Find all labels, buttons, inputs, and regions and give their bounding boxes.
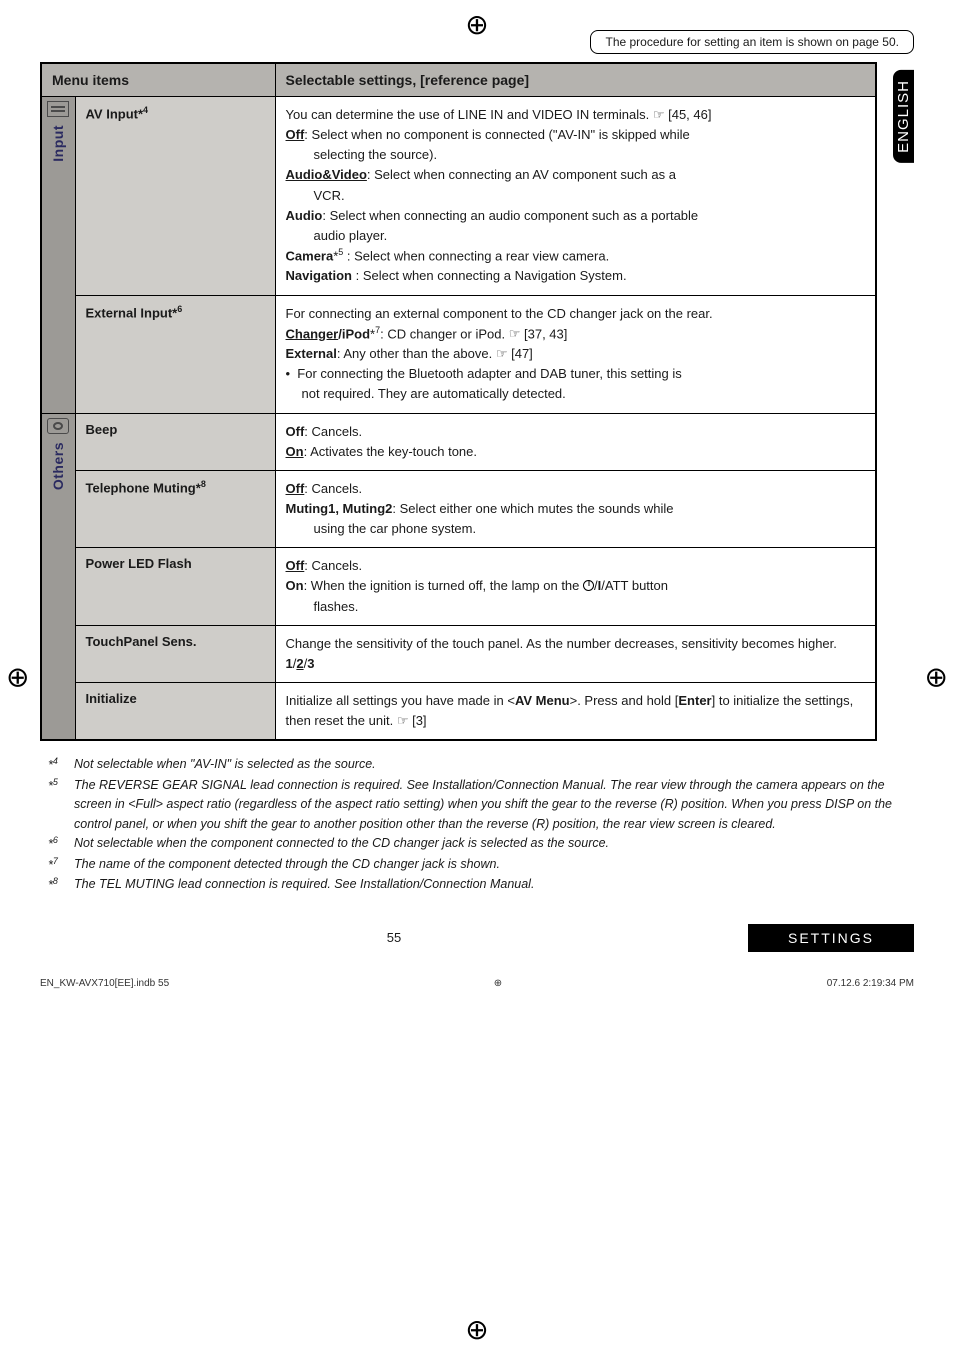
meta-left: EN_KW-AVX710[EE].indb 55 [40, 978, 169, 989]
settings-desc: Initialize all settings you have made in… [275, 683, 876, 741]
table-row: Input AV Input*4You can determine the use… [41, 97, 876, 296]
registration-mark-right: ⊕ [925, 661, 948, 694]
header-settings: Selectable settings, [reference page] [275, 63, 876, 97]
group-label: Input [50, 125, 66, 162]
settings-desc: Off: Cancels.Muting1, Muting2: Select ei… [275, 470, 876, 547]
registration-mark-bottom: ⊕ [465, 1313, 488, 1346]
table-row: TouchPanel Sens.Change the sensitivity o… [41, 625, 876, 682]
menu-item: Initialize [75, 683, 275, 741]
table-row: Telephone Muting*8Off: Cancels.Muting1, … [41, 470, 876, 547]
registration-mark-left: ⊕ [6, 661, 29, 694]
footnote: *5The REVERSE GEAR SIGNAL lead connectio… [48, 776, 914, 834]
meta-center: ⊕ [494, 978, 502, 989]
settings-desc: Off: Cancels.On: Activates the key-touch… [275, 413, 876, 470]
print-meta: EN_KW-AVX710[EE].indb 55 ⊕ 07.12.6 2:19:… [40, 978, 914, 989]
page-number: 55 [40, 930, 748, 945]
registration-mark-top: ⊕ [465, 8, 488, 41]
menu-item: Beep [75, 413, 275, 470]
table-row: External Input*6For connecting an extern… [41, 295, 876, 413]
group-label: Others [50, 442, 66, 490]
footnote: *4Not selectable when "AV-IN" is selecte… [48, 755, 914, 776]
group-side-input: Input [41, 97, 75, 414]
language-badge: ENGLISH [893, 70, 914, 163]
footnote: *8The TEL MUTING lead connection is requ… [48, 875, 914, 896]
footnote: *6Not selectable when the component conn… [48, 834, 914, 855]
input-icon [47, 101, 69, 117]
others-icon [47, 418, 69, 434]
header-menu: Menu items [41, 63, 275, 97]
table-row: Power LED FlashOff: Cancels.On: When the… [41, 548, 876, 625]
procedure-note-box: The procedure for setting an item is sho… [590, 30, 914, 54]
settings-desc: Off: Cancels.On: When the ignition is tu… [275, 548, 876, 625]
menu-item: Telephone Muting*8 [75, 470, 275, 547]
menu-item: External Input*6 [75, 295, 275, 413]
settings-desc: You can determine the use of LINE IN and… [275, 97, 876, 296]
menu-item: AV Input*4 [75, 97, 275, 296]
footnote: *7The name of the component detected thr… [48, 855, 914, 876]
menu-item: TouchPanel Sens. [75, 625, 275, 682]
group-side-others: Others [41, 413, 75, 740]
section-badge: SETTINGS [748, 924, 914, 952]
table-row: OthersBeepOff: Cancels.On: Activates the… [41, 413, 876, 470]
table-row: InitializeInitialize all settings you ha… [41, 683, 876, 741]
footnotes-block: *4Not selectable when "AV-IN" is selecte… [48, 755, 914, 895]
settings-desc: For connecting an external component to … [275, 295, 876, 413]
settings-table: Menu items Selectable settings, [referen… [40, 62, 877, 741]
menu-item: Power LED Flash [75, 548, 275, 625]
settings-desc: Change the sensitivity of the touch pane… [275, 625, 876, 682]
meta-right: 07.12.6 2:19:34 PM [827, 978, 914, 989]
